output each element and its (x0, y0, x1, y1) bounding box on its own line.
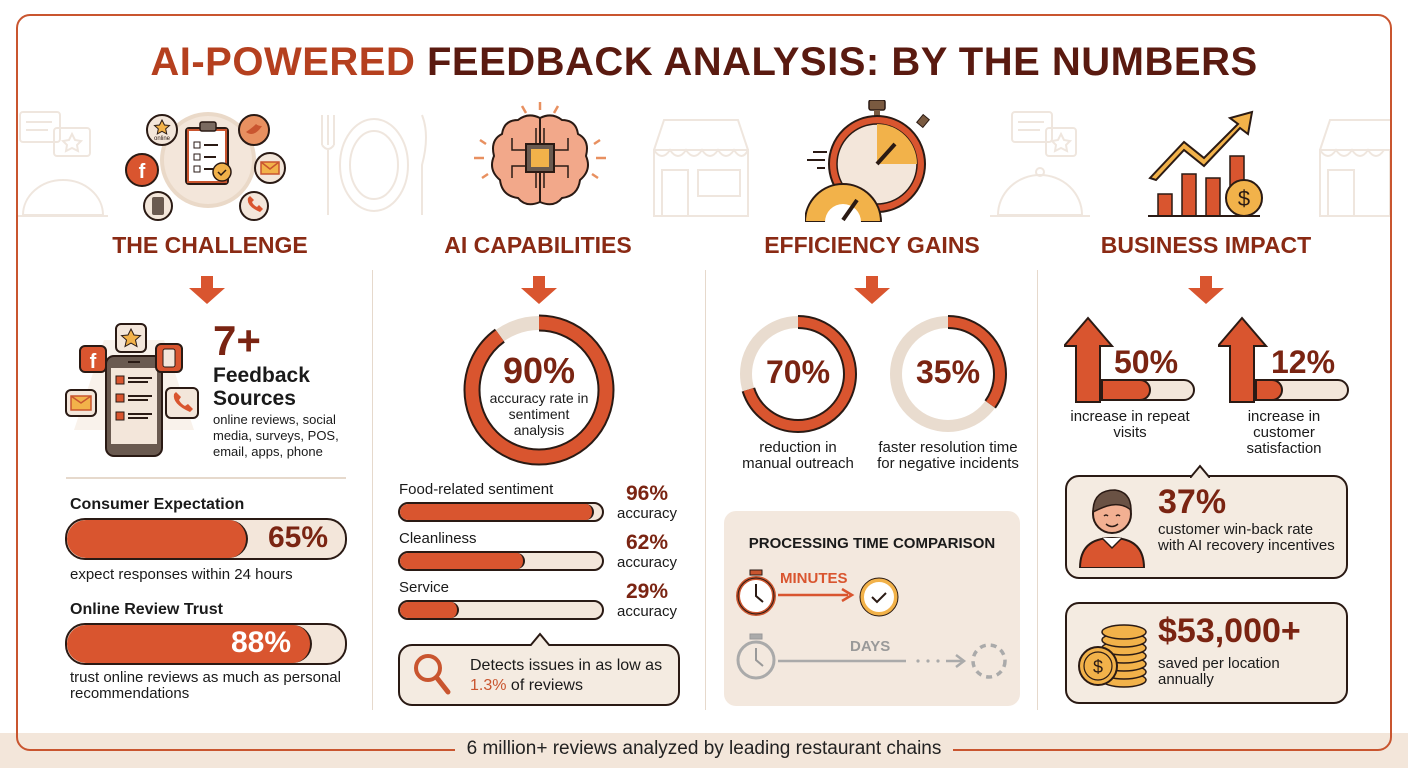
ring-value-manual-outreach: 70% (765, 354, 831, 390)
dotted-arrow-icon (778, 654, 967, 668)
accuracy-bar-cleanliness (398, 551, 604, 571)
stat-value-review-trust: 88% (231, 626, 292, 659)
bar-value-service: 29% (625, 580, 669, 603)
stopwatch-slow-icon (736, 633, 776, 680)
magnifier-icon (414, 654, 451, 695)
pending-circle-icon (971, 643, 1007, 679)
growth-chart-dollar-icon: $ (1148, 110, 1263, 217)
down-arrow-icon (854, 276, 890, 304)
callout-pointer (530, 632, 550, 646)
brain-chip-icon (474, 102, 606, 206)
storefront-icon (1319, 119, 1390, 217)
page-title: AI-POWERED FEEDBACK ANALYSIS: BY THE NUM… (150, 40, 1258, 84)
stat-title-consumer-expectation: Consumer Expectation (70, 496, 245, 513)
callout-pointer (1190, 464, 1210, 478)
sources-count: 7+ (213, 317, 261, 364)
bar-label-service: Service (399, 579, 450, 596)
detection-callout (398, 644, 680, 706)
bar-value-food: 96% (625, 482, 669, 505)
sources-label-line1: Feedback (213, 364, 310, 387)
stat-title-review-trust: Online Review Trust (70, 601, 223, 618)
impact-value-satisfaction: 12% (1271, 344, 1336, 380)
arrow-right-icon (778, 588, 855, 602)
fork-plate-knife-icon (321, 114, 427, 215)
column-divider (1037, 270, 1038, 710)
ring-value-resolution-time: 35% (915, 354, 981, 390)
bar-unit-cleanliness: accuracy (616, 554, 678, 571)
stat-value-consumer-expectation: 65% (268, 521, 329, 554)
bar-label-food: Food-related sentiment (399, 481, 554, 498)
growth-arrow-repeat-visits (1064, 316, 1195, 403)
ring-value-accuracy: 90% (502, 350, 576, 391)
svg-text:$: $ (1093, 657, 1103, 677)
ring-chart-manual-outreach (739, 315, 857, 433)
impact-desc-repeat-visits: increase in repeat visits (1070, 408, 1190, 441)
check-circle-icon (859, 577, 899, 617)
down-arrow-icon (521, 276, 557, 304)
impact-value-repeat-visits: 50% (1114, 344, 1179, 380)
coin-stack-icon: $ (1078, 624, 1147, 688)
down-arrow-icon (1188, 276, 1224, 304)
ring-desc-accuracy: accuracy rate in sentiment analysis (489, 390, 589, 438)
storefront-icon (653, 119, 749, 217)
svg-text:$: $ (1238, 186, 1250, 211)
winback-desc: customer win-back rate with AI recovery … (1158, 521, 1335, 554)
customer-avatar-icon (1078, 489, 1146, 568)
stopwatch-speedometer-icon (805, 100, 930, 222)
svg-text:online: online (154, 136, 171, 142)
column-title-challenge: THE CHALLENGE (112, 232, 308, 258)
savings-value: $53,000+ (1158, 612, 1301, 650)
fast-label: MINUTES (780, 570, 848, 587)
section-divider (66, 477, 346, 479)
growth-arrow-satisfaction (1218, 316, 1349, 403)
phone-feedback-icon: f (65, 323, 199, 457)
detection-callout-text: Detects issues in as low as 1.3% of revi… (470, 657, 663, 694)
chat-cloche-icon (990, 111, 1090, 217)
savings-desc: saved per location annually (1158, 655, 1280, 688)
accuracy-bar-service (398, 600, 604, 620)
column-title-impact: BUSINESS IMPACT (1100, 232, 1312, 258)
ring-desc-manual-outreach: reduction in manual outreach (742, 439, 854, 472)
bar-value-cleanliness: 62% (625, 531, 669, 554)
stat-desc-consumer-expectation: expect responses within 24 hours (70, 566, 293, 583)
winback-value: 37% (1158, 483, 1227, 521)
footer-caption: 6 million+ reviews analyzed by leading r… (0, 738, 1408, 760)
ring-chart-resolution-time (889, 315, 1007, 433)
column-divider (372, 270, 373, 710)
bar-label-cleanliness: Cleanliness (399, 530, 477, 547)
sources-description: online reviews, social media, surveys, P… (213, 412, 339, 459)
accuracy-ring-chart (463, 314, 615, 466)
sources-label-line2: Sources (213, 387, 296, 410)
slow-label: DAYS (850, 638, 891, 655)
stat-desc-review-trust: trust online reviews as much as personal… (70, 669, 341, 702)
stopwatch-fast-icon (736, 569, 776, 616)
bar-unit-food: accuracy (616, 505, 678, 522)
column-title-capabilities: AI CAPABILITIES (444, 232, 632, 258)
processing-time-title: PROCESSING TIME COMPARISON (748, 535, 996, 552)
accuracy-bar-food (398, 502, 604, 522)
ring-desc-resolution-time: faster resolution time for negative inci… (877, 439, 1019, 472)
progress-bar-review-trust (65, 623, 347, 665)
progress-bar-consumer-expectation (65, 518, 347, 560)
column-title-efficiency: EFFICIENCY GAINS (764, 232, 980, 258)
bar-unit-service: accuracy (616, 603, 678, 620)
svg-text:f: f (139, 161, 146, 183)
down-arrow-icon (189, 276, 225, 304)
chat-bubbles-icon (18, 111, 108, 217)
svg-text:f: f (90, 351, 97, 373)
feedback-sources-clipboard-icon: online f (125, 112, 286, 221)
impact-desc-satisfaction: increase in customer satisfaction (1246, 408, 1322, 457)
column-divider (705, 270, 706, 710)
savings-card (1065, 602, 1348, 704)
